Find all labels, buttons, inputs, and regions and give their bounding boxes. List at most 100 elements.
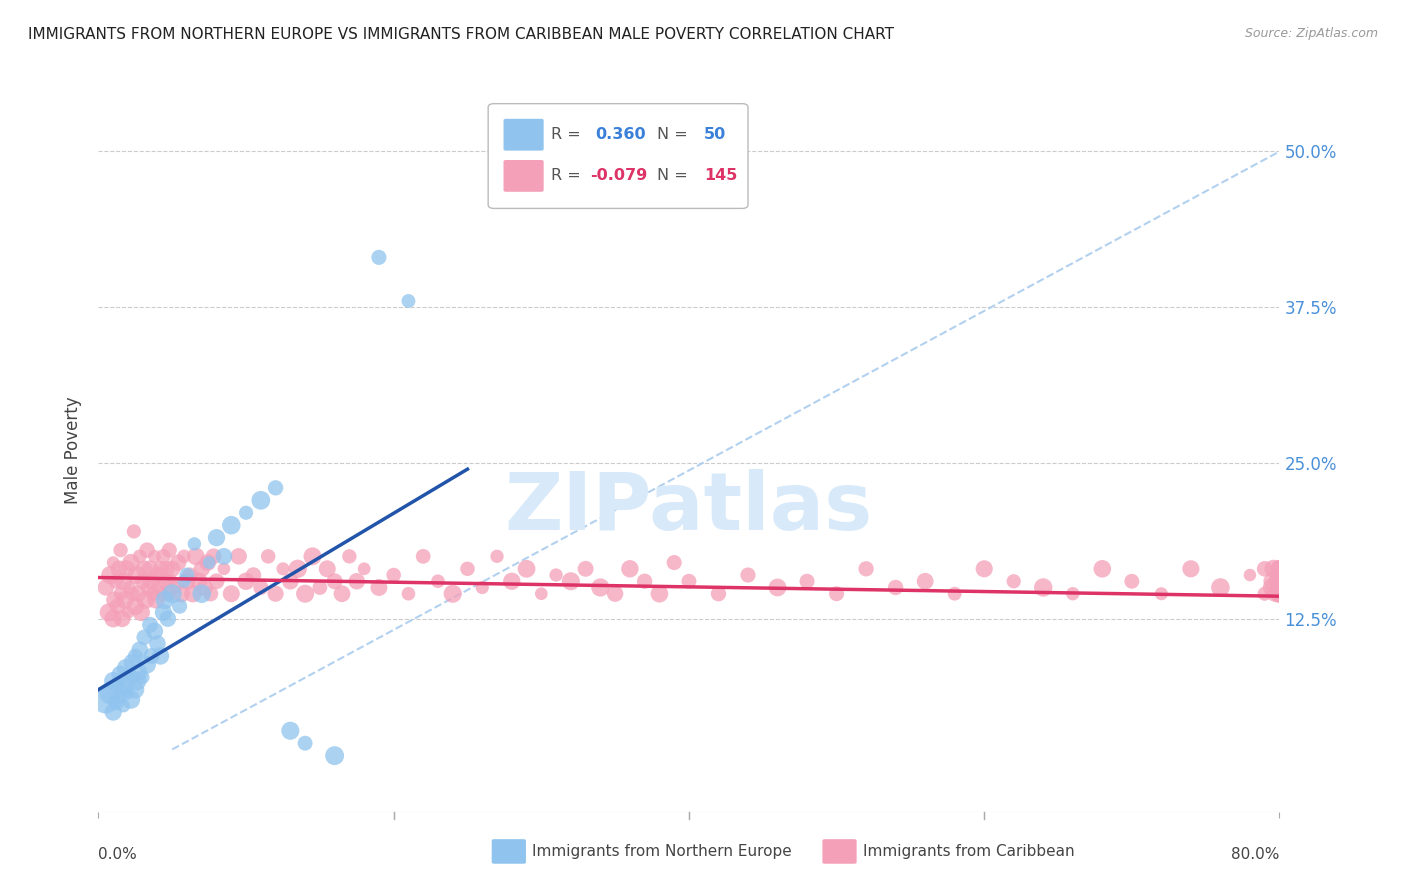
Point bbox=[1268, 562, 1291, 576]
Text: ZIPatlas: ZIPatlas bbox=[505, 469, 873, 548]
Point bbox=[139, 562, 162, 576]
Point bbox=[184, 549, 207, 564]
Point bbox=[1268, 574, 1291, 589]
Text: N =: N = bbox=[657, 128, 693, 142]
Text: R =: R = bbox=[551, 128, 586, 142]
Point bbox=[221, 587, 243, 601]
Point bbox=[122, 524, 145, 539]
Text: N =: N = bbox=[657, 169, 693, 184]
Point bbox=[153, 593, 176, 607]
Point bbox=[108, 562, 131, 576]
Point bbox=[1267, 574, 1289, 589]
Point bbox=[264, 587, 287, 601]
Point bbox=[155, 562, 177, 576]
Point bbox=[124, 648, 146, 663]
Point bbox=[530, 587, 553, 601]
Point bbox=[176, 574, 198, 589]
Point bbox=[112, 574, 135, 589]
Point bbox=[167, 556, 190, 570]
Point bbox=[125, 568, 148, 582]
Point bbox=[486, 549, 509, 564]
Point bbox=[264, 481, 287, 495]
Point bbox=[156, 587, 179, 601]
Point bbox=[382, 568, 405, 582]
Point bbox=[287, 562, 309, 576]
Point bbox=[191, 562, 214, 576]
Point bbox=[1268, 568, 1291, 582]
Point bbox=[427, 574, 450, 589]
Point bbox=[94, 692, 117, 706]
Point bbox=[855, 562, 877, 576]
Point bbox=[1267, 568, 1289, 582]
Point bbox=[707, 587, 730, 601]
Point bbox=[103, 556, 125, 570]
Point bbox=[134, 562, 156, 576]
Point bbox=[94, 581, 117, 595]
Point bbox=[235, 506, 257, 520]
Text: 0.0%: 0.0% bbox=[98, 847, 138, 862]
FancyBboxPatch shape bbox=[503, 160, 544, 192]
Point bbox=[1254, 587, 1277, 601]
Point bbox=[176, 568, 198, 582]
Point bbox=[136, 543, 159, 558]
Point bbox=[170, 587, 193, 601]
Point bbox=[398, 293, 420, 308]
Point bbox=[169, 599, 191, 614]
Point bbox=[441, 587, 464, 601]
Point bbox=[309, 581, 332, 595]
Point bbox=[1261, 581, 1284, 595]
Point bbox=[1268, 587, 1291, 601]
Point bbox=[149, 562, 172, 576]
Point bbox=[117, 606, 139, 620]
Point bbox=[323, 748, 346, 763]
Point bbox=[136, 657, 159, 672]
Point bbox=[139, 618, 162, 632]
Point bbox=[1121, 574, 1143, 589]
Point bbox=[120, 692, 142, 706]
Point bbox=[148, 581, 170, 595]
Point bbox=[120, 556, 142, 570]
Point bbox=[159, 574, 181, 589]
Point bbox=[398, 587, 420, 601]
Text: Immigrants from Caribbean: Immigrants from Caribbean bbox=[862, 844, 1074, 859]
Point bbox=[1032, 581, 1054, 595]
Point bbox=[173, 549, 195, 564]
Point bbox=[127, 665, 149, 680]
Point bbox=[605, 587, 627, 601]
Point bbox=[143, 624, 166, 639]
Text: IMMIGRANTS FROM NORTHERN EUROPE VS IMMIGRANTS FROM CARIBBEAN MALE POVERTY CORREL: IMMIGRANTS FROM NORTHERN EUROPE VS IMMIG… bbox=[28, 27, 894, 42]
Point bbox=[197, 556, 219, 570]
Point bbox=[280, 723, 302, 738]
Point bbox=[1091, 562, 1114, 576]
Point bbox=[149, 648, 172, 663]
Point bbox=[153, 574, 176, 589]
Point bbox=[97, 606, 120, 620]
Point bbox=[115, 661, 138, 675]
Point bbox=[1268, 562, 1291, 576]
Text: 0.360: 0.360 bbox=[596, 128, 647, 142]
Point bbox=[205, 574, 228, 589]
Point bbox=[1002, 574, 1025, 589]
Point bbox=[1268, 581, 1291, 595]
FancyBboxPatch shape bbox=[823, 839, 856, 863]
Point bbox=[316, 562, 339, 576]
Point bbox=[107, 680, 129, 694]
Point bbox=[124, 599, 146, 614]
Point bbox=[257, 549, 280, 564]
Point bbox=[145, 593, 167, 607]
Text: 80.0%: 80.0% bbox=[1232, 847, 1279, 862]
Point bbox=[1209, 581, 1232, 595]
Point bbox=[228, 549, 250, 564]
Point bbox=[124, 682, 146, 697]
Point bbox=[412, 549, 434, 564]
Point bbox=[110, 667, 132, 681]
Point bbox=[634, 574, 657, 589]
Point bbox=[1268, 574, 1291, 589]
Point bbox=[1268, 581, 1291, 595]
Point bbox=[1268, 574, 1291, 589]
Point bbox=[181, 587, 204, 601]
Point bbox=[121, 587, 143, 601]
Point bbox=[1268, 581, 1291, 595]
Point bbox=[141, 648, 163, 663]
Point bbox=[589, 581, 612, 595]
